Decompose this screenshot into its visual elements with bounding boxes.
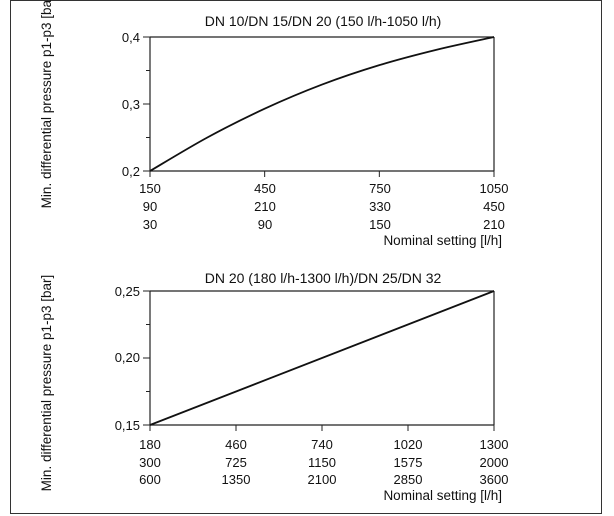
chart-1-x-tick: 30 (143, 217, 157, 232)
chart-2-x-axis-label: Nominal setting [l/h] (383, 488, 502, 503)
chart-2-x-tick: 2100 (308, 472, 337, 487)
chart-1-x-tick: 750 (369, 181, 391, 196)
chart-1-y-tick: 0,3 (122, 97, 140, 112)
chart-2: DN 20 (180 l/h-1300 l/h)/DN 25/DN 32 Min… (39, 270, 508, 503)
chart-1-x-tick: 150 (369, 217, 391, 232)
chart-2-y-tick: 0,15 (115, 418, 140, 433)
chart-2-x-tick: 1020 (394, 437, 423, 452)
chart-2-x-tick: 1350 (222, 472, 251, 487)
chart-1-x-tick: 330 (369, 199, 391, 214)
chart-2-x-tick: 740 (311, 437, 333, 452)
chart-1-x-tick: 210 (483, 217, 505, 232)
chart-1: DN 10/DN 15/DN 20 (150 l/h-1050 l/h) Min… (39, 0, 508, 248)
chart-1-y-tick: 0,2 (122, 164, 140, 179)
chart-2-y-axis-label: Min. differential pressure p1-p3 [bar] (39, 275, 54, 492)
chart-1-x-tick: 210 (254, 199, 276, 214)
figure-frame (10, 0, 602, 514)
chart-2-x-tick: 600 (139, 472, 161, 487)
chart-1-x-tick: 90 (143, 199, 157, 214)
chart-2-x-tick: 1150 (308, 455, 336, 470)
chart-1-x-tick: 450 (254, 181, 276, 196)
chart-1-title: DN 10/DN 15/DN 20 (150 l/h-1050 l/h) (205, 13, 442, 29)
chart-2-x-tick: 2850 (394, 472, 423, 487)
chart-2-x-tick: 2000 (480, 455, 509, 470)
chart-2-x-tick: 3600 (480, 472, 509, 487)
chart-2-title: DN 20 (180 l/h-1300 l/h)/DN 25/DN 32 (205, 270, 442, 286)
chart-2-x-tick: 460 (225, 437, 247, 452)
chart-2-x-tick: 180 (139, 437, 161, 452)
chart-1-y-tick: 0,4 (122, 30, 140, 45)
chart-2-x-tick: 1575 (394, 455, 423, 470)
chart-2-x-tick: 725 (225, 455, 247, 470)
chart-1-x-tick: 1050 (480, 181, 509, 196)
chart-1-x-axis-label: Nominal setting [l/h] (383, 233, 502, 248)
chart-1-x-tick: 90 (258, 217, 272, 232)
chart-1-x-tick: 150 (139, 181, 161, 196)
chart-1-y-axis-label: Min. differential pressure p1-p3 [bar] (39, 0, 54, 208)
chart-2-series-line (149, 290, 495, 426)
chart-1-series-line (149, 36, 495, 172)
chart-1-x-tick: 450 (483, 199, 505, 214)
chart-2-x-tick: 300 (139, 455, 161, 470)
chart-2-y-tick: 0,25 (115, 284, 140, 299)
chart-2-y-tick: 0,20 (115, 350, 140, 365)
chart-2-x-tick: 1300 (480, 437, 509, 452)
